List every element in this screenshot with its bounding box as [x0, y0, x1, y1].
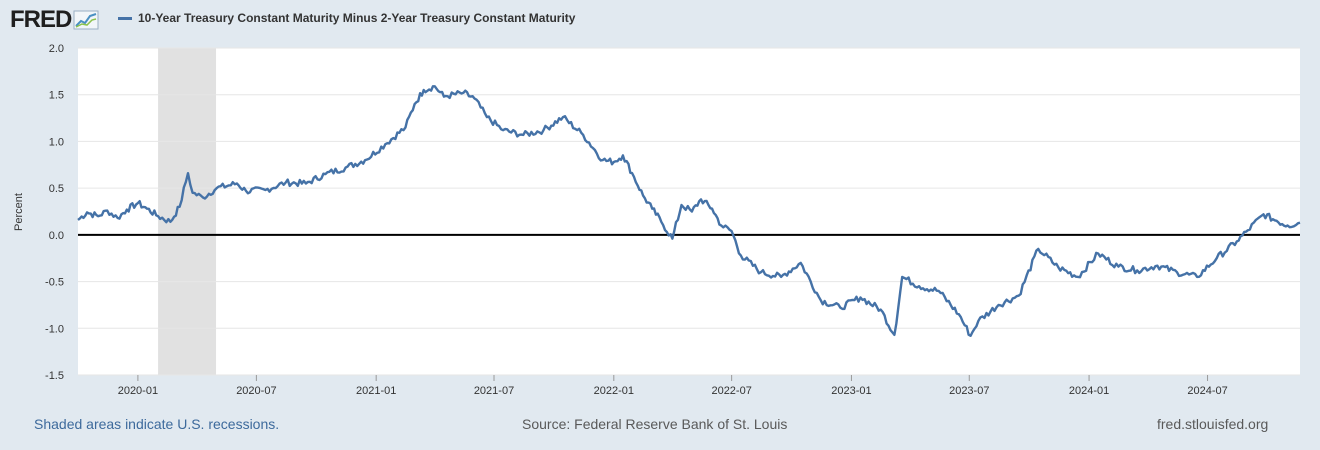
x-tick-label: 2021-01 — [356, 385, 396, 397]
fred-logo-chart-icon — [73, 10, 99, 30]
recession-note: Shaded areas indicate U.S. recessions. — [34, 416, 280, 432]
x-tick-label: 2021-07 — [474, 385, 514, 397]
y-tick-label: 0.5 — [49, 183, 64, 195]
x-tick-label: 2020-01 — [118, 385, 158, 397]
fred-logo-text: FRED — [10, 6, 72, 33]
y-tick-label: -1.0 — [45, 323, 64, 335]
x-tick-label: 2022-01 — [594, 385, 634, 397]
site-url-link[interactable]: fred.stlouisfed.org — [1157, 416, 1269, 432]
x-axis-ticks: 2020-01 2020-07 2021-01 2021-07 2022-01 2022-… — [118, 375, 1228, 397]
source-note: Source: Federal Reserve Bank of St. Loui… — [522, 416, 788, 432]
recession-band-0 — [158, 48, 217, 375]
legend-line-swatch — [118, 16, 132, 20]
chart-legend[interactable]: 10-Year Treasury Constant Maturity Minus… — [118, 11, 575, 25]
y-tick-label: 1.0 — [49, 136, 64, 148]
y-tick-label: 1.5 — [49, 90, 64, 102]
series-line-t10y2y[interactable] — [77, 85, 1301, 337]
y-axis-title: Percent — [13, 193, 25, 231]
x-tick-label: 2024-01 — [1069, 385, 1109, 397]
y-tick-label: -1.5 — [45, 370, 64, 382]
x-tick-label: 2022-07 — [711, 385, 751, 397]
x-tick-label: 2023-07 — [949, 385, 989, 397]
plot-background — [78, 48, 1300, 375]
y-tick-label: -0.5 — [45, 277, 64, 289]
x-tick-label: 2023-01 — [831, 385, 871, 397]
x-tick-label: 2020-07 — [236, 385, 276, 397]
line-chart[interactable]: 2.01.51.00.50.0-0.5-1.0-1.5 2020-01 2020-… — [0, 0, 1320, 410]
y-axis-ticks: 2.0 1.5 1.0 0.5 0.0 -0.5 -1.0 -1.5 — [45, 43, 64, 382]
fred-logo[interactable]: FRED — [10, 6, 99, 34]
recession-shading — [158, 48, 217, 375]
x-tick-label: 2024-07 — [1187, 385, 1227, 397]
legend-series-label: 10-Year Treasury Constant Maturity Minus… — [138, 11, 576, 25]
y-tick-label: 0.0 — [49, 230, 64, 242]
chart-header: FRED 10-Year Treasury Constant Maturity … — [0, 0, 1320, 40]
y-tick-label: 2.0 — [49, 43, 64, 55]
horizontal-gridlines — [78, 47, 1300, 376]
